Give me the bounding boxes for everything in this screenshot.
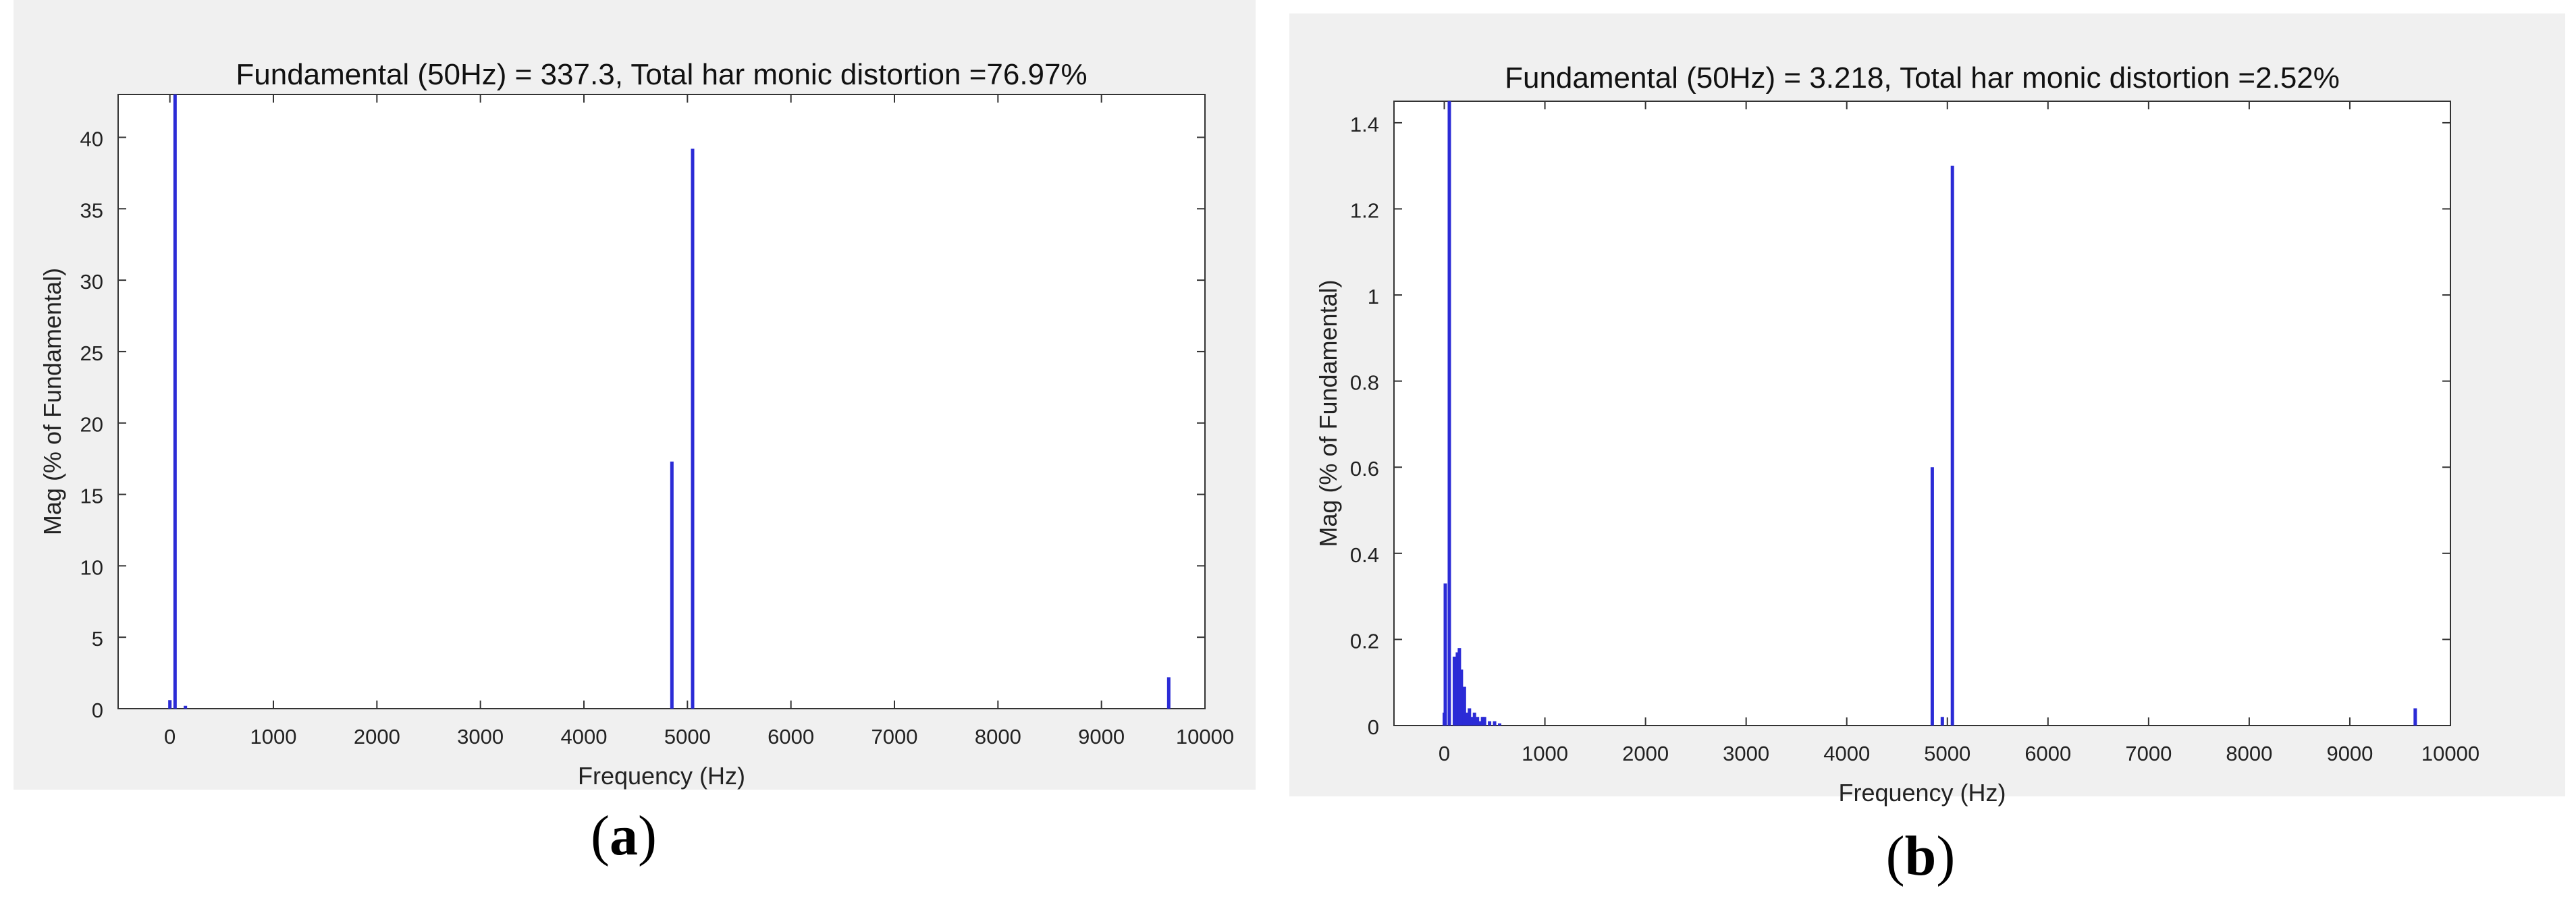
spectrum-bar (1480, 717, 1484, 726)
y-axis-label: Mag (% of Fundamental) (1314, 279, 1342, 547)
y-tick-label: 0.2 (1350, 629, 1379, 653)
spectrum-bar (1455, 652, 1459, 726)
spectrum-bar (173, 94, 177, 709)
x-tick-label: 10000 (1176, 725, 1234, 748)
x-tick-label: 8000 (975, 725, 1021, 748)
y-tick-label: 0.8 (1350, 371, 1379, 395)
chart-title: Fundamental (50Hz) = 337.3, Total har mo… (236, 58, 1087, 91)
x-tick-label: 0 (164, 725, 176, 748)
spectrum-bar (1468, 708, 1472, 726)
subfigure-label-a: (a) (591, 804, 657, 867)
y-tick-label: 1.4 (1350, 113, 1379, 136)
y-tick-label: 5 (92, 627, 103, 651)
fft-chart-a: 0 1000 2000 3000 4000 5000 6000 7000 8000 9000 100… (14, 0, 1256, 790)
tick-group: 0 1000 2000 3000 4000 5000 6000 7000 8000 9000 100… (80, 94, 1234, 748)
tick-group: 0 1000 2000 3000 4000 5000 6000 7000 8000 9000 100… (1350, 101, 2479, 765)
y-tick-label: 10 (80, 555, 103, 579)
spectrum-bar (1447, 101, 1451, 726)
x-tick-label: 7000 (871, 725, 918, 748)
y-tick-label: 15 (80, 485, 103, 508)
y-tick-label: 0.6 (1350, 457, 1379, 481)
y-tick-label: 1.2 (1350, 198, 1379, 222)
spectrum-bar (1930, 467, 1934, 726)
x-tick-label: 2000 (354, 725, 400, 748)
spectrum-bar (1462, 686, 1466, 726)
chart-panel-a: 0 1000 2000 3000 4000 5000 6000 7000 8000 9000 100… (14, 0, 1256, 790)
y-tick-label: 20 (80, 413, 103, 437)
x-tick-label: 3000 (457, 725, 504, 748)
spectrum-bars (168, 94, 1171, 709)
axes-box (117, 94, 1206, 709)
x-tick-label: 1000 (1522, 742, 1568, 765)
x-tick-label: 6000 (2024, 742, 2071, 765)
spectrum-bar (1493, 721, 1497, 726)
spectrum-bar (691, 148, 695, 709)
y-tick-label: 25 (80, 342, 103, 365)
x-tick-label: 4000 (1823, 742, 1870, 765)
x-tick-label: 2000 (1622, 742, 1669, 765)
spectrum-bar (1470, 717, 1474, 726)
spectrum-bar (1498, 723, 1501, 726)
chart-title: Fundamental (50Hz) = 3.218, Total har mo… (1505, 61, 2340, 94)
y-tick-label: 0 (1368, 715, 1379, 739)
x-tick-label: 8000 (2226, 742, 2272, 765)
spectrum-bar (670, 461, 674, 709)
x-tick-label: 9000 (2326, 742, 2373, 765)
spectrum-bar (1459, 670, 1464, 726)
spectrum-bar (184, 705, 188, 709)
subfigure-label-b: (b) (1885, 825, 1956, 888)
x-tick-label: 5000 (1924, 742, 1970, 765)
spectrum-bar (1488, 721, 1492, 726)
spectrum-bar (1940, 717, 1944, 726)
spectrum-bar (1950, 165, 1954, 726)
x-axis-label: Frequency (Hz) (578, 762, 745, 790)
spectrum-bar (1452, 656, 1456, 726)
fft-chart-b: 0 1000 2000 3000 4000 5000 6000 7000 8000 9000 100… (1289, 13, 2565, 807)
y-tick-label: 40 (80, 127, 103, 151)
spectrum-bar (1472, 712, 1476, 726)
y-axis-label: Mag (% of Fundamental) (38, 268, 66, 535)
axes-box (1393, 101, 2451, 726)
spectrum-bar (1443, 583, 1447, 726)
spectrum-bar (1482, 717, 1486, 726)
spectrum-bar (168, 700, 172, 709)
x-tick-label: 6000 (768, 725, 814, 748)
x-tick-label: 1000 (250, 725, 297, 748)
spectrum-bar (1457, 648, 1461, 726)
x-tick-label: 0 (1439, 742, 1450, 765)
y-tick-label: 35 (80, 198, 103, 222)
spectrum-bars (1443, 101, 2417, 726)
spectrum-bar (1476, 717, 1480, 726)
y-tick-label: 1 (1368, 285, 1379, 308)
x-tick-label: 7000 (2125, 742, 2172, 765)
x-tick-label: 3000 (1723, 742, 1769, 765)
x-tick-label: 10000 (2421, 742, 2479, 765)
y-tick-label: 30 (80, 270, 103, 294)
spectrum-bar (2413, 708, 2417, 726)
x-tick-label: 5000 (664, 725, 711, 748)
spectrum-bar (1166, 677, 1171, 709)
spectrum-bar (1478, 721, 1482, 726)
x-axis-label: Frequency (Hz) (1838, 779, 2006, 807)
chart-panel-b: 0 1000 2000 3000 4000 5000 6000 7000 8000 9000 100… (1289, 13, 2565, 807)
spectrum-bar (1464, 712, 1468, 726)
x-tick-label: 4000 (561, 725, 608, 748)
x-tick-label: 9000 (1078, 725, 1125, 748)
y-tick-label: 0.4 (1350, 543, 1379, 567)
y-tick-label: 0 (92, 699, 103, 722)
